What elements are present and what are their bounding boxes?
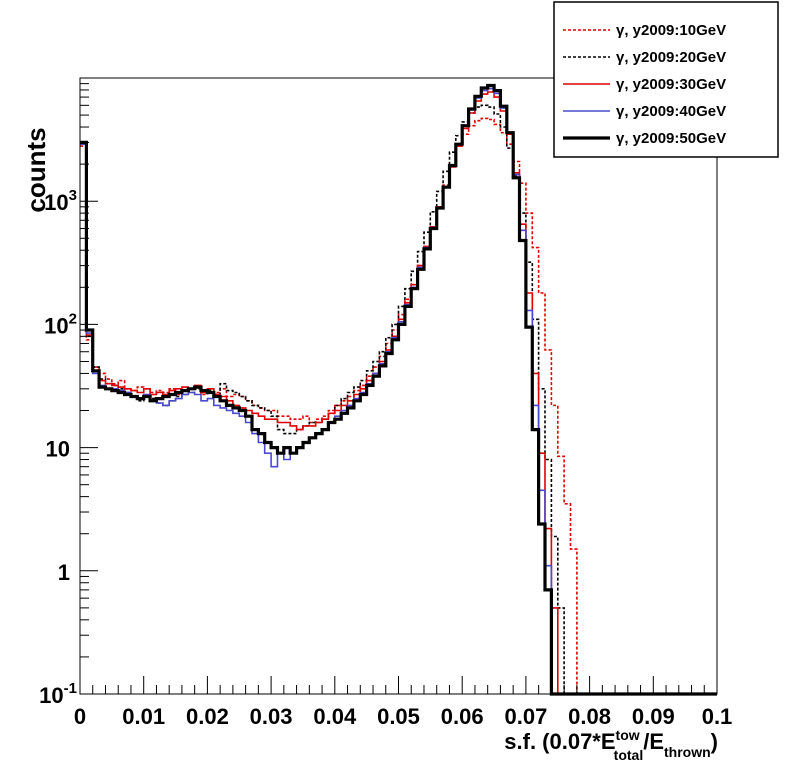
legend-label: γ, y2009:20GeV <box>616 49 726 66</box>
legend-box <box>553 1 779 158</box>
legend: γ, y2009:10GeV γ, y2009:20GeV γ, y2009:30G… <box>553 1 779 158</box>
ticks-layer: 0 0.01 0.02 0.03 0.04 0.05 0.06 0.07 0.08 0.09 0.1… <box>39 83 733 729</box>
x-axis-title-mid: /E <box>643 729 664 754</box>
x-axis-title-sub2: thrown <box>664 744 711 760</box>
x-tick-label: 0.07 <box>504 704 547 729</box>
legend-label: γ, y2009:30GeV <box>616 76 726 93</box>
y-tick-label: 103 <box>44 187 77 215</box>
x-axis-title: s.f. (0.07*Etow total/Ethrown) <box>504 727 718 763</box>
x-tick-label: 0.04 <box>313 704 357 729</box>
x-tick-label: 0.03 <box>250 704 293 729</box>
series-line-5 <box>80 83 717 696</box>
x-tick-label: 0.01 <box>122 704 165 729</box>
y-tick-label: 1 <box>58 560 70 585</box>
x-tick-label: 0.09 <box>632 704 675 729</box>
x-axis-title-sup: tow <box>616 727 640 743</box>
x-tick-label: 0.02 <box>186 704 229 729</box>
x-tick-label: 0.1 <box>702 704 733 729</box>
series-layer <box>80 83 717 696</box>
legend-items: γ, y2009:10GeV γ, y2009:20GeV γ, y2009:30G… <box>563 22 726 147</box>
x-tick-label: 0 <box>74 704 86 729</box>
y-axis-title: counts <box>21 127 51 212</box>
x-tick-label: 0.08 <box>568 704 611 729</box>
x-axis-title-main: s.f. (0.07*E <box>504 729 615 754</box>
legend-label: γ, y2009:10GeV <box>616 22 726 39</box>
x-tick-label: 0.05 <box>377 704 420 729</box>
legend-label: γ, y2009:50GeV <box>616 130 726 147</box>
x-axis-title-end: ) <box>711 729 718 754</box>
y-tick-label: 10 <box>46 437 70 462</box>
y-tick-label: 102 <box>44 310 77 338</box>
x-axis-title-sub: total <box>614 747 644 763</box>
y-tick-label: 10-1 <box>39 680 77 708</box>
series-line-1 <box>80 117 717 695</box>
legend-label: γ, y2009:40GeV <box>616 103 726 120</box>
x-tick-label: 0.06 <box>441 704 484 729</box>
